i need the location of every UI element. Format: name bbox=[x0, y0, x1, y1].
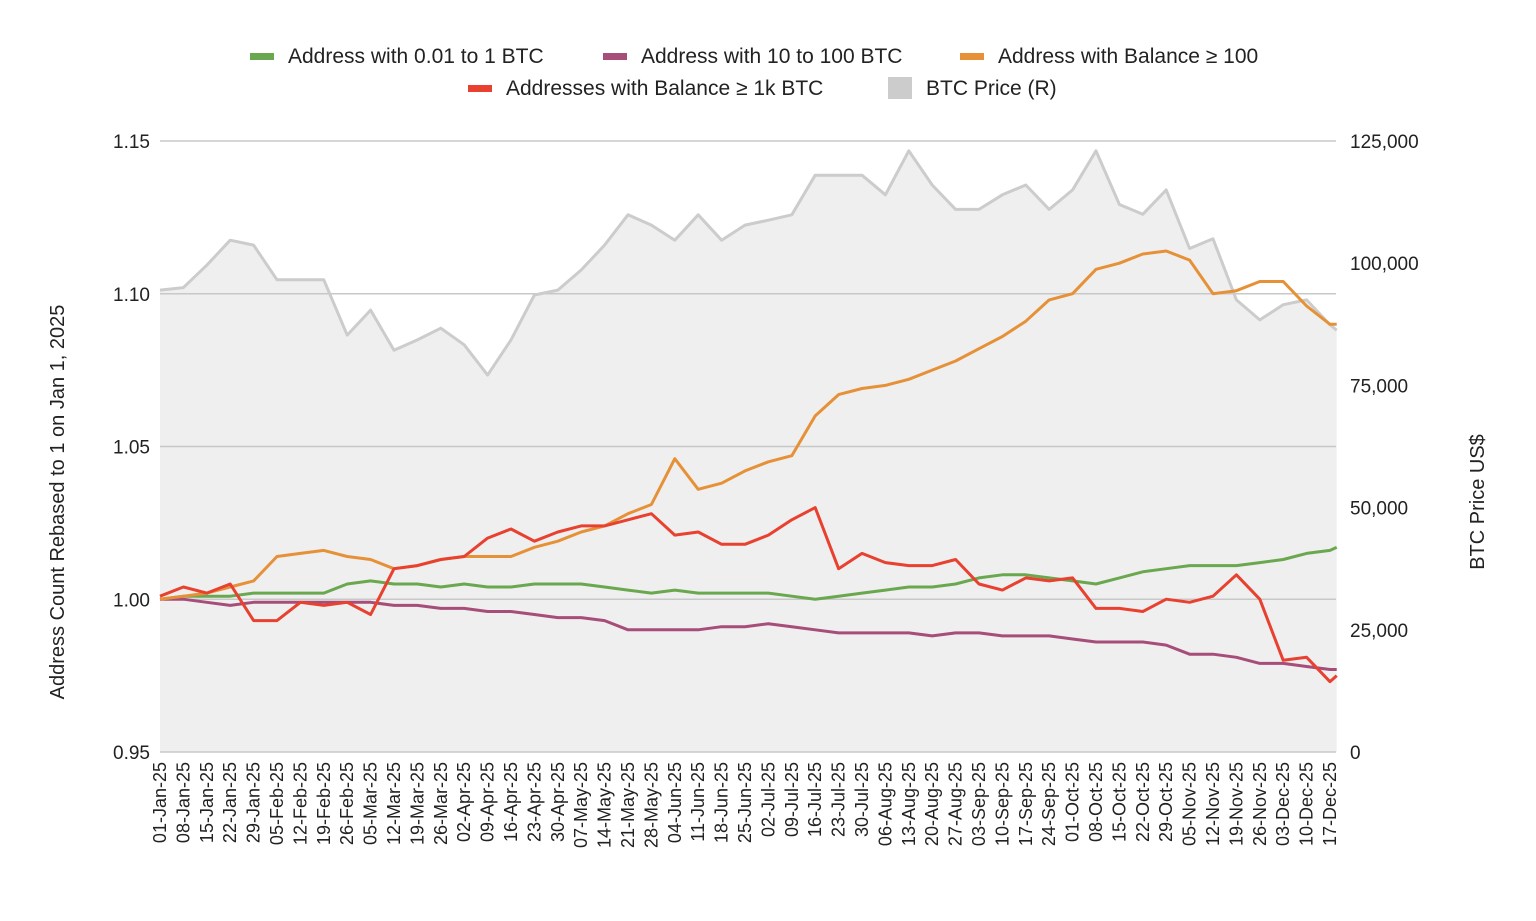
x-tick-label: 06-Aug-25 bbox=[875, 762, 895, 846]
legend-item[interactable]: BTC Price (R) bbox=[888, 77, 1057, 100]
series-line-btc-price bbox=[159, 149, 1338, 377]
x-tick-label: 26-Nov-25 bbox=[1250, 762, 1270, 846]
x-tick-label: 12-Mar-25 bbox=[384, 762, 404, 845]
x-tick-label: 03-Sep-25 bbox=[969, 762, 989, 846]
x-tick-label: 19-Mar-25 bbox=[407, 762, 427, 845]
legend: Address with 0.01 to 1 BTC Address with 1… bbox=[250, 45, 1258, 100]
legend-swatch bbox=[250, 53, 274, 60]
x-tick-label: 11-Jun-25 bbox=[688, 762, 708, 842]
x-tick-label: 01-Jan-25 bbox=[150, 762, 170, 843]
y-tick-label: 1.10 bbox=[113, 285, 150, 306]
x-tick-label: 21-May-25 bbox=[618, 762, 638, 848]
x-tick-label: 15-Oct-25 bbox=[1109, 762, 1129, 842]
series-line-1 bbox=[160, 597, 1337, 671]
legend-label: BTC Price (R) bbox=[926, 77, 1057, 100]
x-tick-label: 09-Jul-25 bbox=[782, 762, 802, 837]
legend-swatch bbox=[603, 53, 627, 60]
x-tick-label: 25-Jun-25 bbox=[735, 762, 755, 843]
x-tick-label: 07-May-25 bbox=[571, 762, 591, 848]
x-tick-label: 02-Apr-25 bbox=[454, 762, 474, 842]
x-tick-label: 19-Feb-25 bbox=[314, 762, 334, 845]
x-tick-label: 01-Oct-25 bbox=[1063, 762, 1083, 842]
y-tick-label: 0.95 bbox=[113, 743, 150, 764]
x-tick-label: 16-Apr-25 bbox=[501, 762, 521, 842]
legend-item[interactable]: Address with 0.01 to 1 BTC bbox=[250, 45, 544, 68]
x-tick-label: 08-Oct-25 bbox=[1086, 762, 1106, 842]
x-tick-label: 26-Mar-25 bbox=[431, 762, 451, 845]
y-tick-label: 1.05 bbox=[113, 438, 150, 459]
x-tick-label: 10-Sep-25 bbox=[992, 762, 1012, 846]
x-tick-label: 30-Apr-25 bbox=[548, 762, 568, 842]
legend-label: Address with Balance ≥ 100 bbox=[998, 45, 1258, 68]
y2-tick-label: 75,000 bbox=[1350, 376, 1408, 397]
x-tick-label: 28-May-25 bbox=[641, 762, 661, 848]
x-tick-label: 29-Jan-25 bbox=[244, 762, 264, 843]
x-tick-label: 04-Jun-25 bbox=[665, 762, 685, 843]
y2-tick-label: 50,000 bbox=[1350, 499, 1408, 520]
x-tick-label: 03-Dec-25 bbox=[1273, 762, 1293, 846]
x-tick-label: 26-Feb-25 bbox=[337, 762, 357, 845]
x-tick-label: 08-Jan-25 bbox=[173, 762, 193, 843]
x-tick-label: 23-Jul-25 bbox=[829, 762, 849, 837]
x-tick-label: 15-Jan-25 bbox=[197, 762, 217, 843]
x-tick-label: 30-Jul-25 bbox=[852, 762, 872, 837]
x-tick-label: 12-Nov-25 bbox=[1203, 762, 1223, 846]
y-tick-label: 1.00 bbox=[113, 590, 150, 611]
x-tick-label: 24-Sep-25 bbox=[1039, 762, 1059, 846]
y2-tick-label: 25,000 bbox=[1350, 621, 1408, 642]
x-tick-label: 17-Sep-25 bbox=[1016, 762, 1036, 846]
legend-label: Address with 0.01 to 1 BTC bbox=[288, 45, 544, 68]
x-tick-label: 17-Dec-25 bbox=[1320, 762, 1340, 846]
x-tick-label: 20-Aug-25 bbox=[922, 762, 942, 846]
x-tick-label: 05-Mar-25 bbox=[361, 762, 381, 845]
x-tick-label: 18-Jun-25 bbox=[712, 762, 732, 843]
series-line-3 bbox=[159, 506, 1338, 684]
x-tick-label: 16-Jul-25 bbox=[805, 762, 825, 837]
legend-swatch bbox=[468, 85, 492, 92]
x-tick-label: 05-Feb-25 bbox=[267, 762, 287, 845]
legend-label: Addresses with Balance ≥ 1k BTC bbox=[506, 77, 823, 100]
x-tick-label: 19-Nov-25 bbox=[1226, 762, 1246, 846]
x-tick-label: 22-Oct-25 bbox=[1133, 762, 1153, 842]
y2-axis-title: BTC Price US$ bbox=[1467, 434, 1489, 570]
legend-item[interactable]: Address with Balance ≥ 100 bbox=[960, 45, 1258, 68]
x-tick-label: 09-Apr-25 bbox=[478, 762, 498, 842]
plot-area: 0.95 1.00 1.05 1.10 1.15 0 25,000 50,000 75,000 1… bbox=[113, 132, 1419, 848]
series-line-0 bbox=[159, 545, 1338, 601]
y2-tick-label: 0 bbox=[1350, 743, 1361, 764]
y-axis-title: Address Count Rebased to 1 on Jan 1, 202… bbox=[47, 305, 69, 700]
y-tick-label: 1.15 bbox=[113, 132, 150, 153]
x-tick-label: 27-Aug-25 bbox=[946, 762, 966, 846]
legend-item[interactable]: Address with 10 to 100 BTC bbox=[603, 45, 902, 68]
legend-swatch bbox=[960, 53, 984, 60]
legend-swatch bbox=[888, 77, 912, 99]
y2-tick-label: 100,000 bbox=[1350, 254, 1419, 275]
legend-item[interactable]: Addresses with Balance ≥ 1k BTC bbox=[468, 77, 823, 100]
x-tick-label: 13-Aug-25 bbox=[899, 762, 919, 846]
series-line-2 bbox=[159, 249, 1337, 601]
x-tick-label: 12-Feb-25 bbox=[290, 762, 310, 845]
x-tick-label: 29-Oct-25 bbox=[1156, 762, 1176, 842]
x-tick-label: 10-Dec-25 bbox=[1297, 762, 1317, 846]
x-tick-label: 22-Jan-25 bbox=[220, 762, 240, 843]
legend-label: Address with 10 to 100 BTC bbox=[641, 45, 902, 68]
btc-price-area bbox=[160, 150, 1337, 753]
x-tick-label: 05-Nov-25 bbox=[1180, 762, 1200, 846]
x-tick-label: 14-May-25 bbox=[595, 762, 615, 848]
x-tick-label: 02-Jul-25 bbox=[758, 762, 778, 837]
x-tick-label: 23-Apr-25 bbox=[524, 762, 544, 842]
y2-tick-label: 125,000 bbox=[1350, 132, 1419, 153]
